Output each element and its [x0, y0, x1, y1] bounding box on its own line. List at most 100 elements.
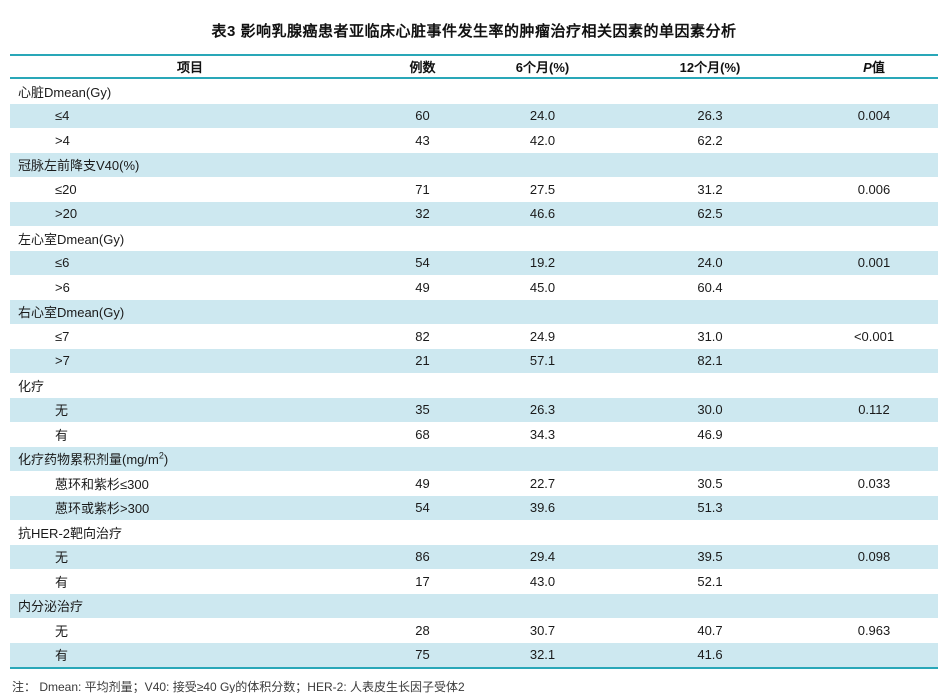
p-value-cell: [810, 300, 938, 325]
item-cell: 心脏Dmean(Gy): [18, 84, 112, 100]
p-value-cell: [810, 496, 938, 521]
six-month-cell: 24.9: [529, 328, 556, 344]
p-value-cell: <0.001: [853, 328, 895, 344]
item-cell: 蒽环或紫杉>300: [55, 501, 150, 517]
p-value-cell: [810, 569, 938, 594]
p-value-cell: [810, 594, 938, 619]
item-cell: >20: [55, 206, 78, 222]
six-month-cell: [475, 594, 610, 619]
p-value-cell: 0.006: [857, 181, 891, 197]
table-header: 项目 例数 6个月(%) 12个月(%) P值: [10, 54, 938, 79]
data-row: 有 17 43.0 52.1: [10, 569, 938, 594]
p-symbol: P: [863, 60, 872, 75]
twelve-month-cell: 31.0: [697, 328, 723, 344]
cases-cell: 75: [370, 642, 475, 669]
twelve-month-cell: 39.5: [697, 549, 723, 565]
p-value-cell: 0.001: [857, 255, 891, 271]
twelve-month-cell: 31.2: [697, 181, 723, 197]
six-month-cell: [475, 153, 610, 178]
cases-cell: 54: [415, 255, 430, 271]
column-header-0: 项目: [10, 54, 370, 79]
group-row: 内分泌治疗: [10, 593, 938, 619]
item-cell: 左心室Dmean(Gy): [18, 231, 125, 247]
column-header-3: 12个月(%): [610, 54, 810, 79]
six-month-cell: 43.0: [529, 573, 556, 589]
data-row: ≤6 54 19.2 24.0 0.001: [10, 250, 938, 275]
six-month-cell: [475, 300, 610, 325]
twelve-month-cell: 46.9: [697, 426, 723, 442]
six-month-cell: [475, 373, 610, 398]
p-value-cell: [810, 422, 938, 447]
twelve-month-cell: [610, 520, 810, 545]
six-month-cell: 24.0: [529, 108, 556, 124]
item-cell: ≤6: [55, 255, 70, 271]
cases-cell: [370, 520, 475, 545]
item-cell: ≤20: [55, 181, 77, 197]
data-row: >7 21 57.1 82.1: [10, 348, 938, 373]
twelve-month-cell: [610, 373, 810, 398]
data-row: 有 68 34.3 46.9: [10, 422, 938, 447]
item-cell: 无: [55, 403, 69, 419]
six-month-cell: 30.7: [529, 622, 556, 638]
cases-cell: 54: [415, 500, 430, 516]
data-row: 无 28 30.7 40.7 0.963: [10, 618, 938, 643]
table-footnote: 注： Dmean: 平均剂量；V40: 接受≥40 Gy的体积分数；HER-2:…: [12, 680, 465, 693]
item-cell: 有: [55, 574, 69, 590]
six-month-cell: [475, 520, 610, 545]
twelve-month-cell: 41.6: [610, 642, 810, 669]
data-row: 有 75 32.1 41.6: [10, 642, 938, 669]
data-row: 无 86 29.4 39.5 0.098: [10, 544, 938, 569]
six-month-cell: [475, 447, 610, 472]
cases-cell: 32: [415, 206, 430, 222]
p-value-cell: [810, 128, 938, 153]
cases-cell: [370, 226, 475, 251]
item-cell: >4: [55, 132, 70, 148]
item-cell: >6: [55, 279, 70, 295]
six-month-cell: 57.1: [529, 353, 556, 369]
cases-cell: 71: [415, 181, 430, 197]
group-row: 冠脉左前降支V40(%): [10, 152, 938, 178]
six-month-cell: 34.3: [529, 426, 556, 442]
item-cell: ≤7: [55, 328, 70, 344]
group-row: 心脏Dmean(Gy): [10, 78, 938, 104]
item-cell: 抗HER-2靶向治疗: [18, 525, 123, 541]
data-row: >6 49 45.0 60.4: [10, 275, 938, 300]
twelve-month-cell: 24.0: [697, 255, 723, 271]
cases-cell: [370, 447, 475, 472]
group-row: 抗HER-2靶向治疗: [10, 520, 938, 545]
data-row: ≤7 82 24.9 31.0 <0.001: [10, 324, 938, 349]
column-header-4: P值: [810, 54, 938, 79]
item-cell: >7: [55, 353, 70, 369]
p-value-cell: 0.963: [857, 622, 891, 638]
item-cell: 蒽环和紫杉≤300: [55, 476, 149, 492]
cases-cell: 28: [415, 622, 430, 638]
p-value-cell: [810, 642, 938, 669]
univariate-analysis-table: 项目 例数 6个月(%) 12个月(%) P值 心脏Dmean(Gy) ≤4 60 24.0 2…: [10, 54, 938, 669]
p-value-cell: [810, 78, 938, 104]
item-cell: 有: [55, 427, 69, 443]
item-cell: 无: [55, 623, 69, 639]
twelve-month-cell: 30.5: [697, 475, 723, 491]
twelve-month-cell: [610, 300, 810, 325]
six-month-cell: 29.4: [529, 549, 556, 565]
cases-cell: 82: [415, 328, 430, 344]
data-row: 蒽环或紫杉>300 54 39.6 51.3: [10, 495, 938, 521]
item-cell: 无: [55, 550, 69, 566]
cases-cell: [370, 300, 475, 325]
six-month-cell: 39.6: [529, 500, 556, 516]
cases-cell: [370, 78, 475, 104]
item-cell: 化疗药物累积剂量(mg/m2): [18, 450, 169, 468]
six-month-cell: 22.7: [529, 475, 556, 491]
cases-cell: 21: [415, 353, 430, 369]
cases-cell: [370, 153, 475, 178]
six-month-cell: 32.1: [475, 642, 610, 669]
p-value-cell: [810, 226, 938, 251]
header-row: 项目 例数 6个月(%) 12个月(%) P值: [10, 54, 938, 79]
twelve-month-cell: 62.2: [697, 132, 723, 148]
p-value-cell: [810, 447, 938, 472]
data-row: 蒽环和紫杉≤300 49 22.7 30.5 0.033: [10, 471, 938, 496]
p-value-cell: [810, 520, 938, 545]
cases-cell: [370, 373, 475, 398]
six-month-cell: 46.6: [529, 206, 556, 222]
twelve-month-cell: 52.1: [697, 573, 723, 589]
